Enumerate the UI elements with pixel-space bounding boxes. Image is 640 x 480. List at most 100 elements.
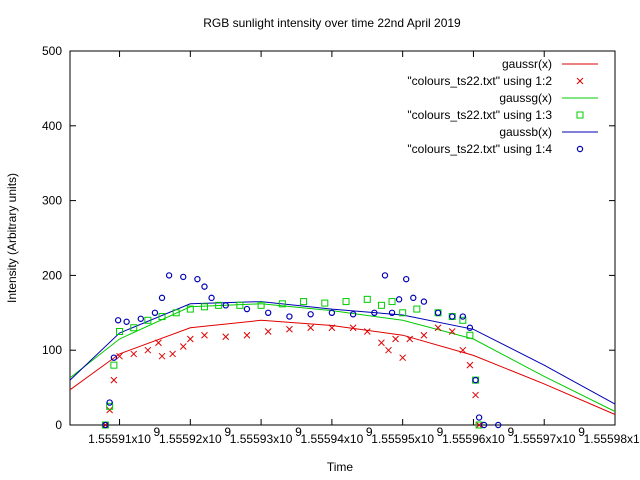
data-point <box>106 402 114 410</box>
data-point <box>114 317 122 324</box>
data-point <box>459 346 467 354</box>
x-tick-exponent: 9 <box>507 425 514 439</box>
data-point <box>307 311 314 318</box>
data-point <box>395 296 403 303</box>
data-point <box>406 335 414 343</box>
x-tick-exponent: 9 <box>437 425 444 439</box>
x-tick-exponent: 9 <box>295 425 302 439</box>
data-point <box>172 309 180 317</box>
legend-label: gaussg(x) <box>499 91 552 105</box>
data-point <box>475 414 483 421</box>
data-point <box>388 298 396 306</box>
data-point <box>165 272 173 279</box>
data-point <box>388 309 396 316</box>
data-point <box>186 305 194 313</box>
data-point <box>137 315 144 322</box>
legend: gaussr(x) "colours_ts22.txt" using 1:2 gau… <box>407 57 598 156</box>
data-point <box>201 331 208 339</box>
data-point <box>201 283 208 290</box>
data-point <box>472 391 479 399</box>
x-tick-label: 1.55592x10 <box>159 432 222 446</box>
data-point <box>264 309 272 316</box>
data-point <box>399 354 407 362</box>
data-point <box>110 361 118 369</box>
x-tick-label: 1.55591x10 <box>88 432 151 446</box>
fit-curves <box>69 301 616 415</box>
data-point <box>328 324 336 332</box>
data-point <box>459 313 467 320</box>
y-tick-label: 200 <box>42 268 62 282</box>
x-tick-label: 1.55598x10 <box>584 432 640 446</box>
data-point <box>371 309 378 316</box>
data-point <box>410 294 417 302</box>
data-point <box>307 324 315 332</box>
data-point <box>116 352 123 360</box>
data-point <box>110 354 118 361</box>
data-point <box>480 421 488 429</box>
data-point <box>300 298 308 306</box>
data-point <box>420 298 428 305</box>
data-point <box>236 301 244 309</box>
data-point <box>158 294 166 302</box>
data-point <box>472 376 479 384</box>
x-tick-exponent: 9 <box>366 425 373 439</box>
data-point <box>215 301 223 309</box>
data-point <box>243 305 251 313</box>
data-point <box>106 406 113 414</box>
y-axis-label: Intensity (Arbitrary units) <box>5 173 19 303</box>
data-point <box>349 324 357 332</box>
y-tick-label: 300 <box>42 194 62 208</box>
x-tick-label: 1.55595x10 <box>371 432 434 446</box>
chart-title: RGB sunlight intensity over time 22nd Ap… <box>203 16 461 30</box>
x-tick-label: 1.55597x10 <box>513 432 576 446</box>
legend-label: "colours_ts22.txt" using 1:3 <box>407 108 552 122</box>
legend-label: gaussr(x) <box>502 57 552 71</box>
legend-swatch <box>576 145 584 153</box>
data-point <box>110 376 118 384</box>
data-point <box>106 399 113 406</box>
data-point <box>243 331 251 339</box>
data-point <box>264 328 272 335</box>
plot-frame <box>69 50 616 426</box>
data-point <box>342 298 350 306</box>
data-point <box>169 350 176 358</box>
data-point <box>155 339 162 347</box>
data-point <box>222 302 229 309</box>
data-point <box>158 313 166 321</box>
data-point <box>180 273 187 281</box>
data-point <box>130 350 138 358</box>
data-point <box>466 331 474 339</box>
data-point <box>286 325 293 333</box>
data-point <box>179 343 187 350</box>
data-point <box>321 299 329 307</box>
data-point <box>448 328 456 335</box>
data-point <box>392 335 399 343</box>
data-point <box>377 301 385 309</box>
data-point <box>363 295 371 303</box>
data-point <box>413 305 421 313</box>
data-point <box>349 311 357 318</box>
data-point <box>363 328 371 335</box>
data-point <box>449 313 456 320</box>
y-axis: 0 100 200 300 400 500 <box>42 44 615 432</box>
x-axis: 1.55591x10 91.55592x10 91.55593x10 91.55594… <box>88 51 640 446</box>
x-tick-exponent: 9 <box>224 425 231 439</box>
y-tick-label: 500 <box>42 44 62 58</box>
data-point <box>434 309 442 316</box>
data-point <box>475 421 483 429</box>
x-tick-exponent: 9 <box>154 425 161 439</box>
data-point <box>186 335 194 343</box>
data-point <box>434 324 442 332</box>
x-tick-label: 1.55596x10 <box>442 432 505 446</box>
data-point <box>151 309 159 316</box>
data-point <box>403 275 410 283</box>
data-point <box>385 346 392 354</box>
fit-curve <box>69 319 616 415</box>
data-point <box>257 301 265 309</box>
data-point <box>466 324 474 331</box>
data-point <box>278 300 286 308</box>
data-point <box>116 328 124 335</box>
legend-label: "colours_ts22.txt" using 1:4 <box>407 142 552 156</box>
